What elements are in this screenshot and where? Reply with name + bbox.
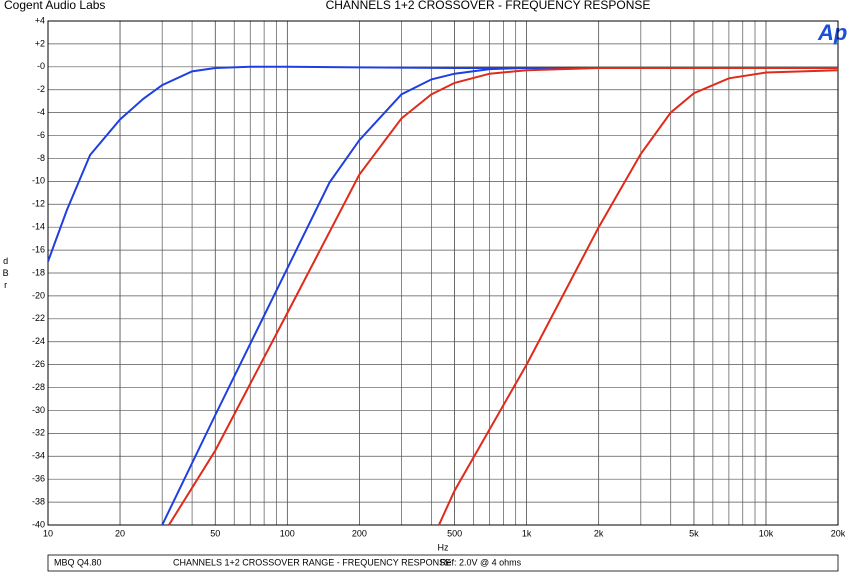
line-series (161, 67, 838, 526)
y-tick-label: -16 (32, 244, 45, 254)
x-tick-label: 100 (280, 528, 295, 538)
y-tick-label: -28 (32, 382, 45, 392)
y-tick-label: -30 (32, 405, 45, 415)
x-tick-label: 500 (447, 528, 462, 538)
y-tick-label: -6 (37, 130, 45, 140)
y-tick-label: +2 (35, 38, 45, 48)
y-tick-label: -14 (32, 222, 45, 232)
y-tick-label: -2 (37, 84, 45, 94)
y-tick-label: -36 (32, 474, 45, 484)
y-tick-label: -38 (32, 496, 45, 506)
line-series (437, 69, 839, 526)
x-tick-label: 50 (210, 528, 220, 538)
chart-title: CHANNELS 1+2 CROSSOVER - FREQUENCY RESPO… (326, 0, 651, 12)
footer-right: Ref: 2.0V @ 4 ohms (440, 557, 522, 567)
y-axis-label: dBr (1, 256, 11, 292)
y-tick-label: -10 (32, 176, 45, 186)
y-tick-label: -40 (32, 519, 45, 529)
x-tick-label: 10 (43, 528, 53, 538)
x-tick-label: 2k (594, 528, 604, 538)
x-tick-label: 1k (522, 528, 532, 538)
footer-middle: CHANNELS 1+2 CROSSOVER RANGE - FREQUENCY… (173, 557, 451, 567)
footer-left: MBQ Q4.80 (54, 557, 102, 567)
x-tick-label: 20k (831, 528, 846, 538)
footer-box (47, 554, 839, 572)
y-tick-label: -12 (32, 199, 45, 209)
y-tick-label: -8 (37, 153, 45, 163)
plot-frame (47, 20, 839, 526)
y-tick-label: -20 (32, 290, 45, 300)
x-tick-label: 200 (352, 528, 367, 538)
line-series (47, 65, 838, 262)
y-tick-label: -34 (32, 451, 45, 461)
y-tick-label: +4 (35, 15, 45, 25)
line-series (168, 67, 838, 526)
y-tick-label: -0 (37, 61, 45, 71)
y-tick-label: -4 (37, 107, 45, 117)
y-tick-label: -32 (32, 428, 45, 438)
x-axis-label: Hz (438, 542, 449, 552)
x-tick-label: 5k (689, 528, 699, 538)
y-tick-label: -22 (32, 313, 45, 323)
logo: Ap (817, 20, 847, 45)
x-tick-label: 10k (759, 528, 774, 538)
y-tick-label: -18 (32, 267, 45, 277)
company: Cogent Audio Labs (4, 0, 105, 12)
y-tick-label: -24 (32, 336, 45, 346)
y-tick-label: -26 (32, 359, 45, 369)
x-tick-label: 20 (115, 528, 125, 538)
